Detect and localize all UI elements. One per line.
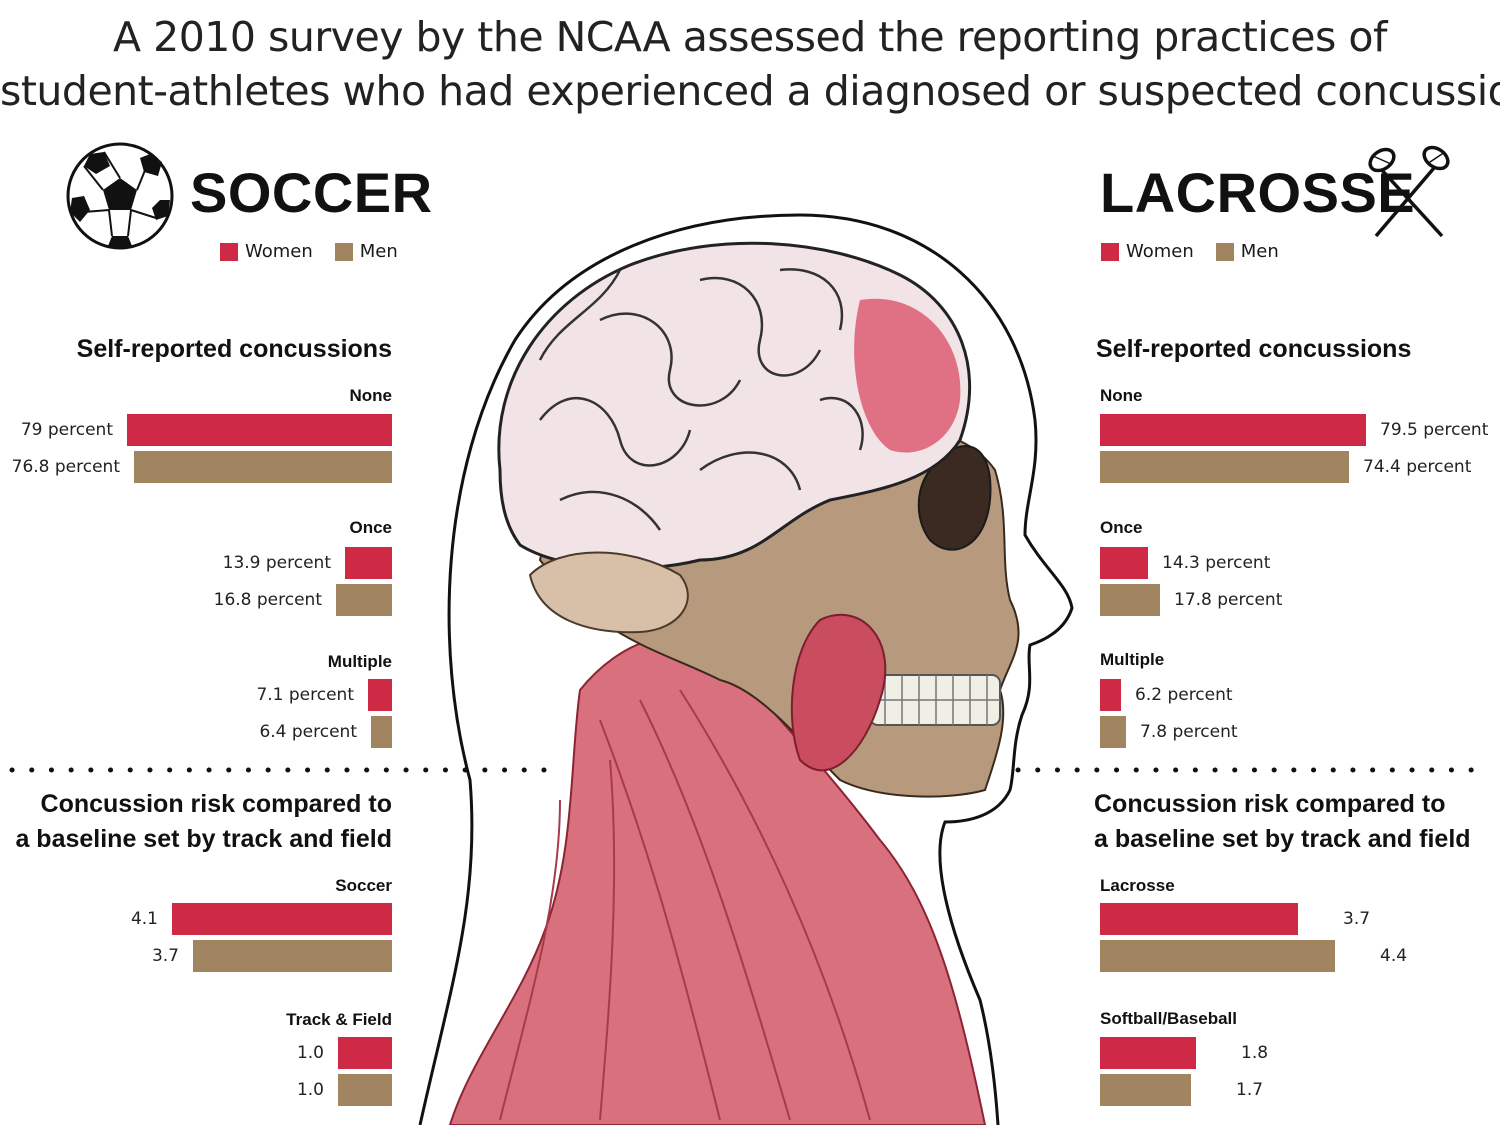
legend-women-label: Women bbox=[245, 241, 313, 262]
legend-women-swatch bbox=[1101, 242, 1119, 261]
data-label: 74.4 percent bbox=[1363, 457, 1472, 477]
eye-socket bbox=[917, 445, 992, 551]
data-label: 3.7 bbox=[151, 946, 179, 966]
bar-women bbox=[1100, 679, 1121, 711]
data-label: 4.4 bbox=[1380, 946, 1408, 966]
legend-women-label: Women bbox=[1126, 241, 1194, 262]
teeth-lines bbox=[870, 675, 1000, 725]
neck-muscle-fibers bbox=[499, 689, 871, 1121]
cerebellum bbox=[528, 551, 689, 634]
data-label: 6.4 percent bbox=[259, 722, 357, 742]
lacrosse-sticks-icon bbox=[1368, 145, 1450, 238]
bar-women bbox=[1100, 903, 1298, 935]
data-label: 14.3 percent bbox=[1162, 553, 1271, 573]
legend-men-swatch bbox=[1215, 242, 1234, 261]
lacrosse-separator bbox=[1015, 767, 1483, 773]
category-label: Track & Field bbox=[286, 1010, 392, 1029]
bar-women bbox=[1100, 414, 1366, 446]
bar-women bbox=[127, 414, 392, 446]
bar-men bbox=[1100, 940, 1335, 972]
data-label: 1.0 bbox=[296, 1080, 324, 1100]
data-label: 6.2 percent bbox=[1135, 685, 1233, 705]
data-label: 13.9 percent bbox=[222, 553, 331, 573]
data-label: 79 percent bbox=[20, 420, 113, 440]
bar-men bbox=[371, 716, 392, 748]
legend-men-label: Men bbox=[1240, 241, 1279, 262]
bar-men bbox=[336, 584, 392, 616]
legend-men-label: Men bbox=[359, 241, 398, 262]
legend-women-swatch bbox=[220, 242, 238, 261]
bar-women bbox=[1100, 1037, 1196, 1069]
category-label: Once bbox=[1100, 518, 1143, 537]
soccer-self-reported-title: Self-reported concussions bbox=[76, 335, 392, 363]
category-label: None bbox=[1100, 386, 1143, 405]
brain-folds bbox=[538, 268, 864, 531]
bar-women bbox=[338, 1037, 392, 1069]
category-label: Multiple bbox=[1100, 650, 1165, 669]
bar-men bbox=[1100, 584, 1160, 616]
lacrosse-self-reported-title: Self-reported concussions bbox=[1096, 335, 1412, 363]
lacrosse-legend: Women Men bbox=[1101, 241, 1301, 262]
data-label: 7.1 percent bbox=[256, 685, 354, 705]
legend-women: Women bbox=[1101, 241, 1194, 262]
brain-frontal-lobe bbox=[854, 298, 961, 453]
bar-women bbox=[172, 903, 392, 935]
soccer-title: SOCCER bbox=[190, 161, 433, 224]
headline-line-2: student-athletes who had experienced a d… bbox=[0, 67, 1500, 115]
bar-men bbox=[134, 451, 392, 483]
soccer-legend: Women Men bbox=[220, 241, 420, 262]
legend-men-swatch bbox=[334, 242, 353, 261]
legend-women: Women bbox=[220, 241, 313, 262]
data-label: 17.8 percent bbox=[1174, 590, 1283, 610]
category-label: Soccer bbox=[335, 876, 392, 895]
data-label: 1.7 bbox=[1236, 1080, 1264, 1100]
legend-men: Men bbox=[1215, 241, 1279, 262]
bar-men bbox=[1100, 451, 1349, 483]
bar-men bbox=[1100, 1074, 1191, 1106]
category-label: None bbox=[349, 386, 393, 405]
soccer-risk-title-line-2: a baseline set by track and field bbox=[15, 825, 392, 853]
soccer-risk-title: Concussion risk compared to a baseline s… bbox=[15, 787, 392, 857]
jaw-muscle bbox=[790, 613, 887, 772]
soccer-ball-icon bbox=[66, 142, 174, 250]
soccer-separator bbox=[9, 767, 558, 773]
bar-men bbox=[1100, 716, 1126, 748]
bar-women bbox=[368, 679, 392, 711]
category-label: Multiple bbox=[327, 652, 392, 671]
data-label: 1.8 bbox=[1241, 1043, 1269, 1063]
data-label: 79.5 percent bbox=[1380, 420, 1489, 440]
data-label: 16.8 percent bbox=[213, 590, 322, 610]
headline-line-1: A 2010 survey by the NCAA assessed the r… bbox=[113, 13, 1387, 61]
lacrosse-risk-title-line-2: a baseline set by track and field bbox=[1094, 825, 1471, 853]
lacrosse-risk-title: Concussion risk compared to a baseline s… bbox=[1094, 787, 1471, 857]
data-label: 3.7 bbox=[1343, 909, 1371, 929]
bar-women bbox=[1100, 547, 1148, 579]
category-label: Once bbox=[349, 518, 392, 537]
data-label: 4.1 bbox=[130, 909, 158, 929]
category-label: Lacrosse bbox=[1100, 876, 1175, 895]
headline: A 2010 survey by the NCAA assessed the r… bbox=[0, 10, 1500, 118]
lacrosse-risk-title-line-1: Concussion risk compared to bbox=[1094, 790, 1446, 818]
bar-men bbox=[338, 1074, 392, 1106]
data-label: 7.8 percent bbox=[1140, 722, 1238, 742]
soccer-risk-title-line-1: Concussion risk compared to bbox=[40, 790, 392, 818]
bar-women bbox=[345, 547, 392, 579]
data-label: 1.0 bbox=[296, 1043, 324, 1063]
bar-men bbox=[193, 940, 392, 972]
lacrosse-title: LACROSSE bbox=[1100, 161, 1416, 224]
legend-men: Men bbox=[334, 241, 398, 262]
category-label: Softball/Baseball bbox=[1100, 1009, 1237, 1028]
data-label: 76.8 percent bbox=[11, 457, 120, 477]
